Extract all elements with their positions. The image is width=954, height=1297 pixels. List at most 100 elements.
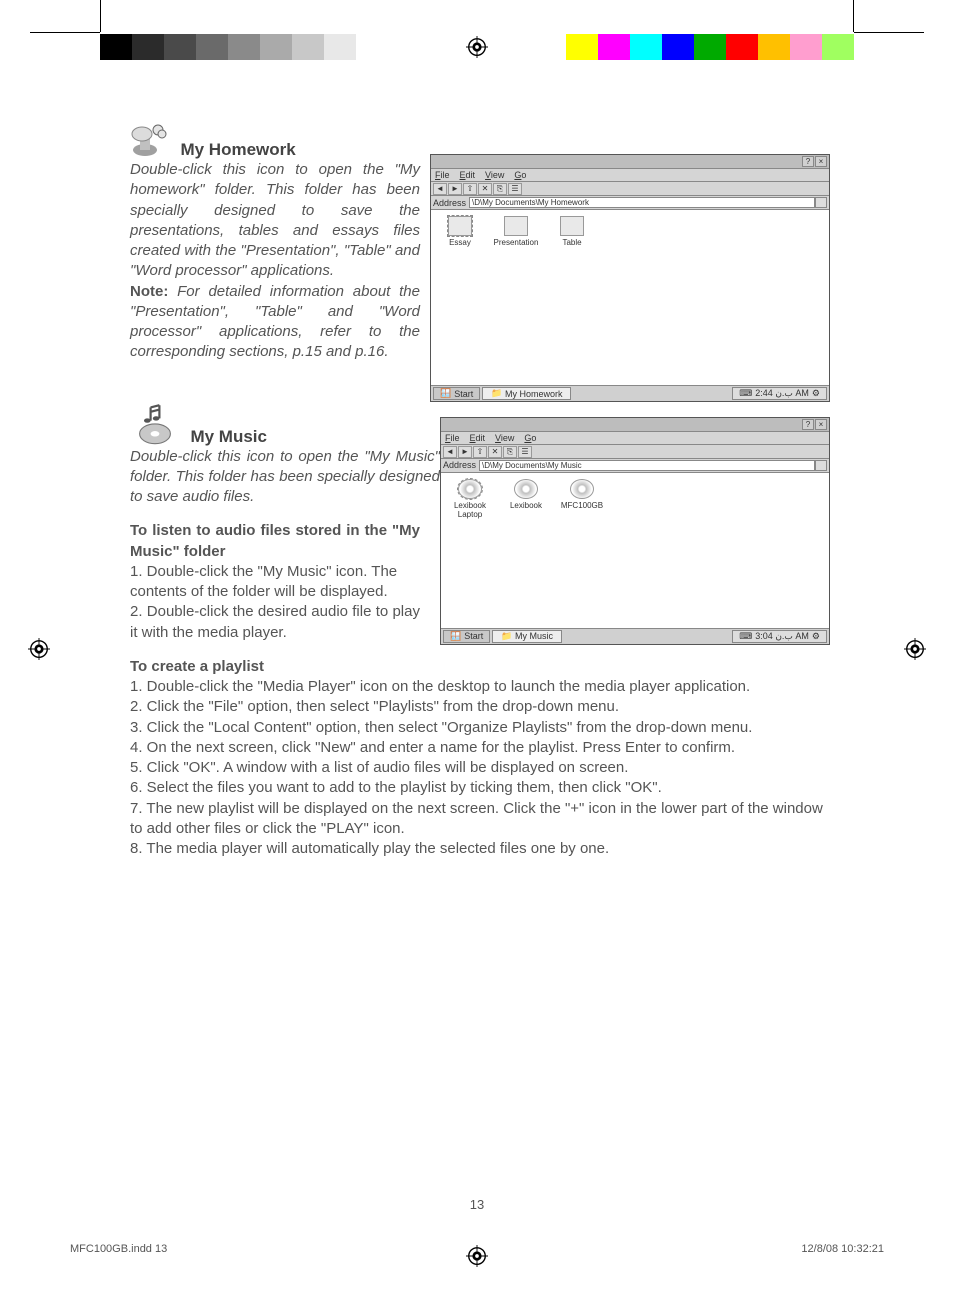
crop-mark-line — [853, 0, 854, 32]
window-menu: File Edit View Go — [441, 432, 829, 445]
back-button[interactable]: ◄ — [443, 446, 457, 458]
start-button[interactable]: 🪟Start — [433, 387, 480, 400]
color-swatch — [566, 34, 598, 60]
note-label: Note: — [130, 283, 168, 300]
address-dropdown[interactable] — [815, 460, 827, 471]
color-swatch — [726, 34, 758, 60]
registration-mark-icon — [466, 36, 488, 58]
menu-item-go[interactable]: Go — [524, 433, 536, 443]
cut-button[interactable]: ✕ — [488, 446, 502, 458]
color-swatch — [694, 34, 726, 60]
disc-icon — [514, 479, 538, 499]
disc-icon — [458, 479, 482, 499]
up-button[interactable]: ⇧ — [463, 183, 477, 195]
address-field[interactable]: \D\My Documents\My Homework — [469, 197, 815, 208]
window-titlebar: ? × — [441, 418, 829, 432]
back-button[interactable]: ◄ — [433, 183, 447, 195]
taskbar-task[interactable]: 📁 My Music — [492, 630, 562, 643]
section-heading: My Music — [190, 427, 267, 447]
listen-step: 1. Double-click the "My Music" icon. The… — [130, 562, 430, 603]
folder-item[interactable]: Table — [549, 216, 595, 247]
folder-item-label: Table — [549, 238, 595, 247]
grayscale-swatch — [228, 34, 260, 60]
disc-icon — [570, 479, 594, 499]
grayscale-swatch — [164, 34, 196, 60]
menu-item-file[interactable]: File — [435, 170, 450, 180]
copy-button[interactable]: ⎘ — [503, 446, 517, 458]
playlist-step: 6. Select the files you want to add to t… — [130, 778, 830, 798]
grayscale-swatch — [196, 34, 228, 60]
folder-item[interactable]: Lexibook — [503, 479, 549, 510]
menu-item-view[interactable]: View — [485, 170, 504, 180]
note-body: For detailed information about the "Pres… — [130, 283, 420, 361]
start-button[interactable]: 🪟Start — [443, 630, 490, 643]
grayscale-swatch — [132, 34, 164, 60]
cut-button[interactable]: ✕ — [478, 183, 492, 195]
section-heading: My Homework — [180, 140, 295, 160]
menu-item-edit[interactable]: Edit — [460, 170, 476, 180]
folder-item[interactable]: Presentation — [493, 216, 539, 247]
folder-contents: Essay Presentation Table — [431, 210, 829, 385]
close-button[interactable]: × — [815, 156, 827, 167]
section-my-music: My Music Double-click this icon to open … — [130, 403, 830, 860]
folder-item[interactable]: Essay — [437, 216, 483, 247]
folder-item[interactable]: MFC100GB — [559, 479, 605, 510]
forward-button[interactable]: ► — [448, 183, 462, 195]
system-tray: ⌨ب.ن 3:04 AM⚙ — [732, 630, 827, 643]
menu-item-view[interactable]: View — [495, 433, 514, 443]
color-swatch — [758, 34, 790, 60]
window-titlebar: ? × — [431, 155, 829, 169]
forward-button[interactable]: ► — [458, 446, 472, 458]
close-button[interactable]: × — [815, 419, 827, 430]
playlist-step: 8. The media player will automatically p… — [130, 839, 830, 859]
help-button[interactable]: ? — [802, 419, 814, 430]
address-bar: Address \D\My Documents\My Music — [441, 459, 829, 473]
color-registration-bar — [566, 34, 854, 60]
address-dropdown[interactable] — [815, 197, 827, 208]
color-swatch — [598, 34, 630, 60]
system-tray: ⌨ب.ن 2:44 AM⚙ — [732, 387, 827, 400]
playlist-step: 5. Click "OK". A window with a list of a… — [130, 758, 830, 778]
address-bar: Address \D\My Documents\My Homework — [431, 196, 829, 210]
homework-note: Note: For detailed information about the… — [130, 282, 420, 363]
footer-right: 12/8/08 10:32:21 — [801, 1243, 884, 1255]
page-number: 13 — [470, 1197, 484, 1212]
playlist-step: 2. Click the "File" option, then select … — [130, 697, 830, 717]
address-label: Address — [443, 460, 476, 470]
up-button[interactable]: ⇧ — [473, 446, 487, 458]
address-field[interactable]: \D\My Documents\My Music — [479, 460, 815, 471]
help-button[interactable]: ? — [802, 156, 814, 167]
window-toolbar: ◄ ► ⇧ ✕ ⎘ ☰ — [431, 182, 829, 196]
playlist-step: 1. Double-click the "Media Player" icon … — [130, 677, 830, 697]
view-button[interactable]: ☰ — [508, 183, 522, 195]
grayscale-swatch — [356, 34, 388, 60]
crop-mark-line — [30, 32, 100, 33]
listen-heading: To listen to audio files stored in the "… — [130, 521, 420, 562]
taskbar: 🪟Start 📁 My Music ⌨ب.ن 3:04 AM⚙ — [441, 628, 829, 644]
footer-left: MFC100GB.indd 13 — [70, 1243, 167, 1255]
playlist-step: 7. The new playlist will be displayed on… — [130, 799, 830, 840]
menu-item-file[interactable]: File — [445, 433, 460, 443]
music-paragraph: Double-click this icon to open the "My M… — [130, 447, 440, 508]
grayscale-swatch — [324, 34, 356, 60]
homework-icon — [130, 120, 170, 160]
window-menu: File Edit View Go — [431, 169, 829, 182]
view-button[interactable]: ☰ — [518, 446, 532, 458]
grayscale-registration-bar — [100, 34, 388, 60]
menu-item-go[interactable]: Go — [514, 170, 526, 180]
crop-mark-line — [854, 32, 924, 33]
music-icon — [130, 403, 180, 447]
screenshot-my-homework: ? × File Edit View Go ◄ ► ⇧ ✕ ⎘ ☰ Address \… — [430, 154, 830, 402]
folder-item[interactable]: Lexibook Laptop — [447, 479, 493, 519]
copy-button[interactable]: ⎘ — [493, 183, 507, 195]
window-toolbar: ◄ ► ⇧ ✕ ⎘ ☰ — [441, 445, 829, 459]
taskbar-task[interactable]: 📁 My Homework — [482, 387, 571, 400]
color-swatch — [822, 34, 854, 60]
menu-item-edit[interactable]: Edit — [470, 433, 486, 443]
color-swatch — [630, 34, 662, 60]
page-body: My Homework Double-click this icon to op… — [130, 120, 830, 859]
folder-item-label: Presentation — [493, 238, 539, 247]
color-swatch — [662, 34, 694, 60]
registration-mark-icon — [28, 638, 50, 660]
file-icon — [560, 216, 584, 236]
